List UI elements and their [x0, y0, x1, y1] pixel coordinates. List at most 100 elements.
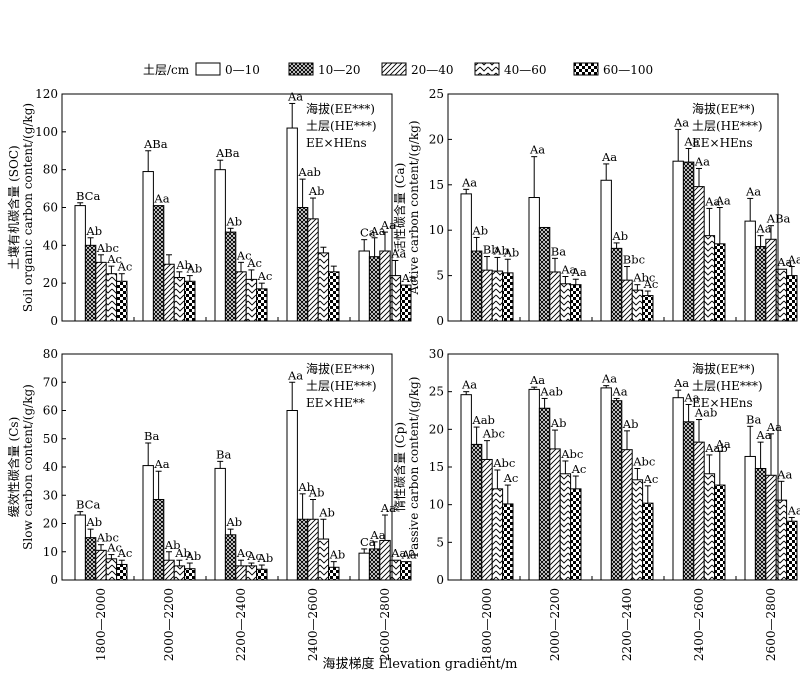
- bar-2-0: [600, 387, 612, 581]
- legend-item-2: 20—40: [411, 63, 454, 77]
- significance-label: Aab: [539, 384, 563, 398]
- significance-label: Aa: [704, 194, 720, 208]
- y-axis-title-cn-text: 土壤有机碳含量: [6, 186, 21, 270]
- bar-3-1: [296, 518, 309, 581]
- significance-label: Aa: [694, 154, 710, 168]
- y-axis-title-cn: 土壤有机碳含量 (SOC): [6, 145, 21, 269]
- bar-0-1: [470, 250, 483, 322]
- significance-label: Ac: [106, 252, 122, 266]
- significance-label: BCa: [76, 189, 100, 203]
- bar-2-3: [631, 289, 644, 322]
- significance-label: Ac: [246, 549, 262, 563]
- y-axis-title-cn: 缓效性碳含量 (Cs): [6, 417, 21, 518]
- y-axis-variable: (Ca): [393, 163, 407, 193]
- x-category-label: 2000—2200: [548, 588, 562, 661]
- significance-label: Aa: [571, 265, 587, 279]
- significance-label: Ab: [492, 243, 509, 257]
- significance-label: Ac: [503, 471, 519, 485]
- bar-3-2: [693, 441, 705, 581]
- bar-1-1: [152, 498, 165, 581]
- bar-2-0: [214, 169, 226, 322]
- bar-1-4: [570, 488, 582, 581]
- bar-3-4: [714, 484, 726, 581]
- bar-4-2: [379, 250, 391, 322]
- significance-label: Ac: [246, 256, 262, 270]
- bar-0-4: [502, 272, 514, 322]
- significance-label: Aa: [755, 428, 771, 442]
- significance-label: BCa: [76, 498, 100, 512]
- bar-2-2: [621, 279, 633, 322]
- significance-label: Ac: [236, 546, 252, 560]
- significance-label: Ca: [360, 226, 376, 240]
- significance-label: Ac: [643, 277, 659, 291]
- y-tick-label: 10: [43, 545, 58, 559]
- plot-frame: [447, 93, 779, 322]
- bar-0-1: [84, 244, 97, 322]
- significance-label: Aa: [745, 184, 761, 198]
- y-tick-label: 25: [429, 385, 444, 399]
- plot-frame: [61, 93, 393, 322]
- significance-label: Ab: [611, 229, 628, 243]
- y-axis-title-en: Soil organic carbon content/(g/kg): [21, 103, 35, 312]
- stats-line-2: EE×HEns: [692, 136, 753, 150]
- bar-3-4: [328, 271, 340, 322]
- y-tick-label: 20: [43, 276, 58, 290]
- y-tick-label: 70: [43, 375, 58, 389]
- y-tick-label: 10: [429, 498, 444, 512]
- bar-4-2: [765, 474, 777, 581]
- plot-frame: [447, 353, 779, 581]
- significance-label: Aa: [601, 150, 617, 164]
- bar-0-4: [116, 563, 128, 581]
- stats-line-0: 海拔(EE***): [306, 361, 375, 376]
- x-axis-title: 海拔梯度 Elevation gradient/m: [322, 656, 517, 672]
- y-tick-label: 40: [43, 460, 58, 474]
- significance-label: Aa: [390, 246, 406, 260]
- stats-line-0: 海拔(EE**): [692, 101, 755, 116]
- bar-1-1: [538, 407, 551, 581]
- stats-line-1: 土层(HE***): [306, 119, 377, 133]
- significance-label: Bb: [483, 243, 499, 257]
- bar-1-3: [559, 473, 572, 581]
- bar-3-1: [682, 161, 695, 322]
- y-axis-title-en: Slow carbon content/(g/kg): [21, 384, 35, 550]
- bar-0-2: [95, 549, 107, 581]
- y-tick-label: 0: [436, 573, 444, 587]
- y-tick-label: 20: [429, 132, 444, 146]
- bar-1-4: [184, 280, 196, 322]
- significance-label: Aa: [776, 467, 792, 481]
- significance-label: Ab: [164, 538, 181, 552]
- bar-4-1: [368, 548, 381, 581]
- significance-label: ABa: [215, 146, 240, 160]
- legend-swatch-4: [573, 62, 599, 76]
- y-tick-label: 5: [436, 269, 444, 283]
- bar-0-2: [95, 261, 107, 322]
- significance-label: Aa: [683, 134, 699, 148]
- bar-3-2: [693, 186, 705, 322]
- bar-0-3: [105, 558, 118, 581]
- bar-3-4: [328, 566, 340, 581]
- bar-0-2: [481, 269, 493, 322]
- bar-2-3: [245, 565, 258, 581]
- bar-1-2: [549, 271, 561, 322]
- bar-2-1: [224, 534, 237, 581]
- significance-label: Ab: [174, 546, 191, 560]
- y-axis-title-cn-text: 缓效性碳含量: [6, 445, 21, 517]
- y-tick-label: 60: [43, 201, 58, 215]
- stats-line-2: EE×HEns: [692, 396, 753, 410]
- significance-label: Ab: [308, 485, 325, 499]
- y-axis-title-cn-text: 活性碳含量: [392, 192, 407, 252]
- bar-3-4: [714, 243, 726, 322]
- bar-3-2: [307, 218, 319, 322]
- significance-label: Abc: [482, 427, 505, 441]
- significance-label: Aa: [390, 546, 406, 560]
- legend: 土层/cm 0—10 10—20 20—40 40—60 60—100: [143, 62, 653, 77]
- bar-1-0: [528, 388, 540, 581]
- bar-0-4: [116, 280, 128, 322]
- significance-label: Aa: [715, 194, 731, 208]
- significance-label: Aa: [401, 548, 417, 562]
- significance-label: Ba: [216, 447, 231, 461]
- bar-2-4: [642, 295, 654, 322]
- significance-label: Aa: [683, 390, 699, 404]
- bar-1-4: [570, 284, 582, 322]
- significance-label: Ac: [117, 546, 133, 560]
